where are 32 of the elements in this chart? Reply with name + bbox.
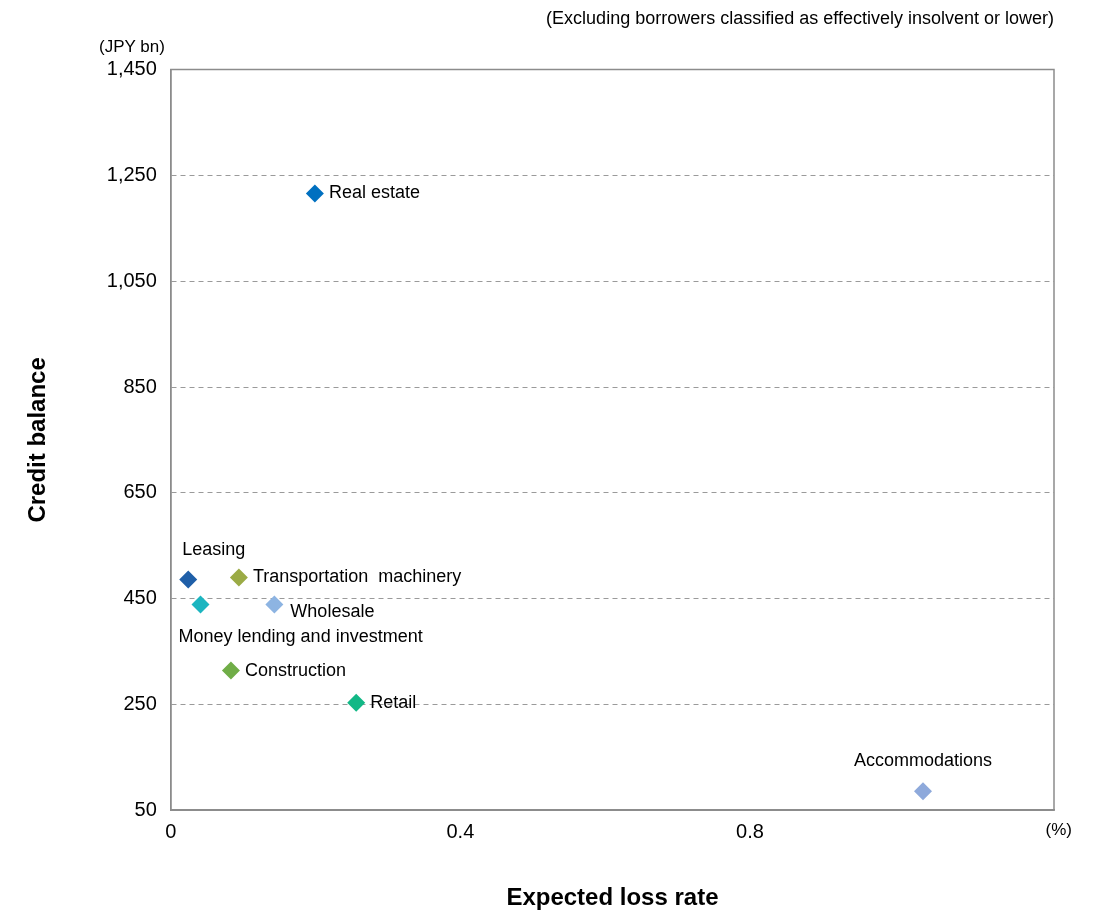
y-tick-label: 1,050	[106, 268, 157, 291]
point	[229, 568, 248, 587]
point	[221, 661, 240, 680]
x-axis-title: Expected loss rate	[506, 883, 719, 911]
series-label: Transportation machinery	[252, 566, 462, 587]
chart-subtitle: (Excluding borrowers classified as effectively insolvent or lower)	[546, 7, 1054, 28]
y-tick-label: 450	[123, 586, 157, 609]
x-tick-label: 0.8	[736, 819, 764, 842]
text: (JPY bn)	[99, 37, 165, 57]
point	[913, 782, 932, 801]
y-tick-label: 1,450	[106, 57, 157, 80]
point	[191, 595, 210, 614]
point	[305, 184, 324, 203]
series-label: Construction	[244, 659, 346, 680]
y-tick-label: 1,250	[106, 162, 157, 185]
y-axis-title: Credit balance	[23, 357, 51, 523]
y-tick-label: 50	[134, 797, 157, 820]
y-tick-label: 650	[123, 480, 157, 503]
text: (%)	[1045, 819, 1072, 839]
series-label: Accommodations	[853, 750, 993, 771]
series-label: Retail	[370, 691, 417, 712]
series-label: Money lending and investment	[178, 626, 423, 647]
x-tick-label: 0	[165, 819, 177, 842]
series-label: Wholesale	[290, 601, 375, 622]
y-tick-label: 850	[123, 374, 157, 397]
point	[265, 595, 284, 614]
point	[179, 570, 198, 589]
x-tick-label: 0.4	[446, 819, 475, 842]
y-tick-label: 250	[123, 691, 157, 714]
point	[347, 693, 366, 712]
series-label: Real estate	[328, 182, 420, 203]
series-label: Leasing	[182, 538, 246, 559]
